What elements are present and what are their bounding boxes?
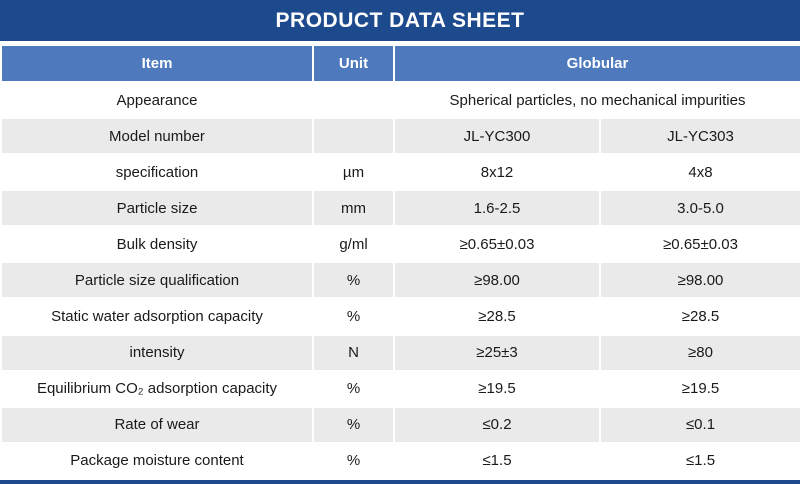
table-row: specification µm 8x12 4x8: [0, 153, 800, 192]
cell-value-2: ≥0.65±0.03: [598, 225, 800, 264]
table-row: Equilibrium CO₂ adsorption capacity % ≥1…: [0, 369, 800, 408]
cell-item: Bulk density: [0, 225, 314, 264]
cell-item: Particle size qualification: [0, 261, 314, 300]
table-header-row: Item Unit Globular: [0, 44, 800, 83]
cell-item: Particle size: [0, 189, 314, 228]
cell-value-1: 8x12: [393, 153, 601, 192]
table-row: Package moisture content % ≤1.5 ≤1.5: [0, 441, 800, 481]
cell-value-1: ≥28.5: [393, 297, 601, 336]
cell-value-2: ≤0.1: [598, 405, 800, 444]
cell-value-1: ≤1.5: [393, 441, 601, 481]
cell-unit: g/ml: [312, 225, 395, 264]
cell-value-2: ≥28.5: [598, 297, 800, 336]
column-header-globular: Globular: [392, 44, 800, 83]
cell-item: specification: [0, 153, 314, 192]
cell-value-1: ≥19.5: [393, 369, 601, 408]
table-row: Model number JL-YC300 JL-YC303: [0, 117, 800, 156]
cell-unit: %: [312, 369, 395, 408]
cell-value-1: ≥0.65±0.03: [393, 225, 601, 264]
cell-value-2: ≥80: [598, 333, 800, 372]
cell-item: Package moisture content: [0, 441, 314, 481]
cell-value-2: 4x8: [598, 153, 800, 192]
cell-unit: [312, 80, 395, 120]
cell-item: Model number: [0, 117, 314, 156]
cell-unit: µm: [312, 153, 395, 192]
cell-item: Rate of wear: [0, 405, 314, 444]
cell-item: Equilibrium CO₂ adsorption capacity: [0, 369, 314, 408]
spec-table: Item Unit Globular Appearance Spherical …: [0, 44, 800, 481]
column-header-item: Item: [0, 44, 314, 83]
table-row: Bulk density g/ml ≥0.65±0.03 ≥0.65±0.03: [0, 225, 800, 264]
cell-item: Appearance: [0, 80, 314, 120]
cell-value-span: Spherical particles, no mechanical impur…: [392, 80, 800, 120]
cell-unit: %: [312, 297, 395, 336]
cell-value-2: ≥19.5: [598, 369, 800, 408]
cell-value-1: 1.6-2.5: [393, 189, 601, 228]
bottom-accent-bar: [0, 480, 800, 484]
cell-unit: [312, 117, 395, 156]
table-row: Rate of wear % ≤0.2 ≤0.1: [0, 405, 800, 444]
cell-value-2: ≤1.5: [598, 441, 800, 481]
column-header-unit: Unit: [312, 44, 395, 83]
cell-unit: %: [312, 261, 395, 300]
title-bar: PRODUCT DATA SHEET: [0, 0, 800, 41]
cell-unit: %: [312, 405, 395, 444]
page-title: PRODUCT DATA SHEET: [275, 8, 525, 32]
cell-value-2: JL-YC303: [598, 117, 800, 156]
table-row: Static water adsorption capacity % ≥28.5…: [0, 297, 800, 336]
cell-item: Static water adsorption capacity: [0, 297, 314, 336]
cell-value-1: ≥25±3: [393, 333, 601, 372]
cell-value-2: 3.0-5.0: [598, 189, 800, 228]
cell-item: intensity: [0, 333, 314, 372]
table-row: Particle size qualification % ≥98.00 ≥98…: [0, 261, 800, 300]
cell-unit: N: [312, 333, 395, 372]
cell-unit: %: [312, 441, 395, 481]
cell-unit: mm: [312, 189, 395, 228]
table-row: Appearance Spherical particles, no mecha…: [0, 80, 800, 120]
table-row: intensity N ≥25±3 ≥80: [0, 333, 800, 372]
cell-value-1: ≤0.2: [393, 405, 601, 444]
cell-value-1: JL-YC300: [393, 117, 601, 156]
cell-value-1: ≥98.00: [393, 261, 601, 300]
cell-value-2: ≥98.00: [598, 261, 800, 300]
table-row: Particle size mm 1.6-2.5 3.0-5.0: [0, 189, 800, 228]
